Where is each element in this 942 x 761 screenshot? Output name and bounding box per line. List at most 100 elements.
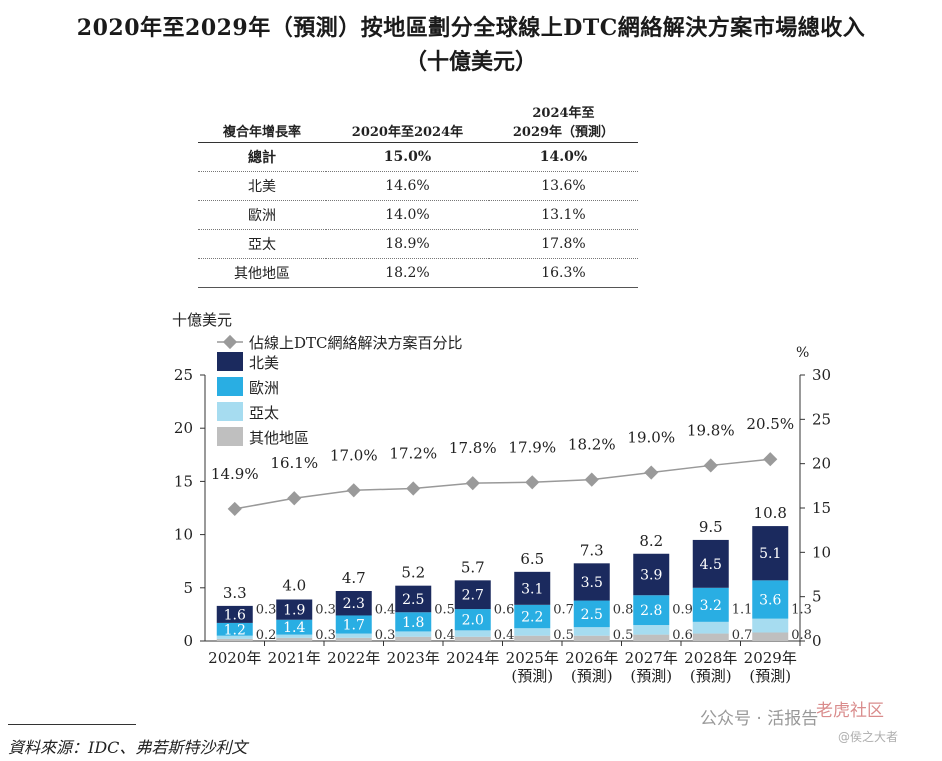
cagr-region: 其他地區: [198, 258, 326, 288]
bar-segment: [395, 636, 432, 641]
percent-label: 14.9%: [211, 465, 259, 483]
percent-label: 17.8%: [449, 439, 497, 457]
watermark: 公众号 · 活报告 老虎社区 @侯之大者: [700, 701, 898, 744]
percent-point: [644, 465, 659, 480]
y2-tick-label: 0: [812, 632, 822, 650]
bar-segment: [692, 633, 729, 641]
chart-title: 2020年至2029年（預測）按地區劃分全球線上DTC網絡解決方案市場總收入: [76, 15, 866, 41]
chart-subtitle-unit: （十億美元）: [404, 49, 537, 75]
cagr-value-2024-2029: 13.1%: [488, 200, 638, 230]
bar-data-label: 0.3: [256, 602, 277, 617]
bar-data-label: 2.8: [640, 603, 662, 619]
bar-data-label: 0.7: [732, 628, 753, 643]
bar-data-label: 5.1: [759, 546, 781, 562]
bar-total-label: 6.5: [520, 550, 544, 568]
bar-segment: [633, 634, 670, 641]
percent-point: [346, 483, 361, 498]
bar-total-label: 9.5: [699, 518, 723, 536]
bar-segment: [752, 526, 789, 581]
cagr-value-2020-2024: 18.9%: [326, 229, 489, 259]
percent-point: [703, 458, 718, 473]
y-tick-label: 5: [183, 579, 193, 597]
x-tick-label: (預測): [690, 667, 732, 685]
bar-segment: [514, 604, 551, 629]
bar-data-label: 3.9: [640, 568, 662, 584]
y2-tick-label: 5: [812, 588, 822, 606]
cagr-header-label: 複合年增長率: [198, 100, 326, 143]
bar-segment: [276, 619, 313, 635]
bar-data-label: 3.5: [581, 575, 603, 591]
bar-segment: [633, 625, 670, 635]
cagr-header-2020-2024: 2020年至2024年: [326, 100, 489, 143]
bar-segment: [276, 637, 313, 641]
bar-total-label: 5.7: [461, 558, 485, 576]
bar-segment: [752, 632, 789, 641]
x-tick-label: (預測): [511, 667, 553, 685]
x-tick-label: 2025年: [506, 649, 559, 667]
watermark-brand: 老虎社区: [816, 701, 884, 721]
y2-tick-label: 15: [812, 499, 831, 517]
bar-total-label: 4.7: [342, 569, 366, 587]
bar-data-label: 0.5: [613, 628, 634, 643]
y-tick-label: 15: [174, 472, 193, 490]
bar-segment: [395, 631, 432, 637]
bar-segment: [633, 553, 670, 596]
percent-label: 16.1%: [270, 454, 318, 472]
bar-data-label: 2.2: [521, 610, 543, 626]
percent-label: 20.5%: [746, 415, 794, 433]
bar-data-label: 2.5: [402, 592, 424, 608]
bar-data-label: 0.8: [613, 602, 634, 617]
percent-point: [584, 472, 599, 487]
x-tick-label: 2029年: [744, 649, 797, 667]
bar-data-label: 1.8: [402, 615, 424, 631]
x-tick-label: (預測): [571, 667, 613, 685]
bar-data-label: 3.1: [521, 581, 543, 597]
bar-segment: [335, 633, 372, 638]
bar-data-label: 0.4: [434, 628, 455, 643]
bar-segment: [395, 612, 432, 632]
x-tick-label: 2023年: [387, 649, 440, 667]
bar-data-label: 0.3: [375, 628, 396, 643]
cagr-value-2020-2024: 14.0%: [326, 200, 489, 230]
bar-data-label: 0.3: [315, 628, 336, 643]
bar-segment: [454, 630, 491, 637]
bar-segment: [692, 621, 729, 634]
x-tick-label: 2027年: [625, 649, 678, 667]
bar-segment: [514, 635, 551, 641]
bar-total-label: 4.0: [282, 576, 306, 594]
x-tick-label: 2020年: [208, 649, 261, 667]
bar-segment: [335, 590, 372, 616]
bar-segment: [454, 580, 491, 610]
bar-data-label: 1.9: [283, 603, 305, 619]
cagr-header-2024-2029-line1: 2024年至: [532, 106, 595, 121]
bar-data-label: 3.6: [759, 593, 781, 609]
percent-label: 17.0%: [330, 446, 378, 464]
legend-label: 佔線上DTC網絡解決方案百分比: [249, 334, 463, 352]
cagr-region: 總計: [198, 142, 326, 172]
cagr-value-2024-2029: 16.3%: [488, 258, 638, 288]
legend-swatch: [217, 377, 243, 396]
bar-data-label: 0.3: [315, 602, 336, 617]
cagr-value-2020-2024: 14.6%: [326, 171, 489, 201]
cagr-region: 北美: [198, 171, 326, 201]
cagr-value-2024-2029: 14.0%: [488, 142, 638, 172]
cagr-row: 亞太 18.9% 17.8%: [198, 229, 638, 259]
bar-segment: [454, 636, 491, 641]
percent-point: [465, 476, 480, 491]
bar-data-label: 1.7: [343, 618, 365, 634]
cagr-row: 歐洲 14.0% 13.1%: [198, 200, 638, 230]
legend-label: 亞太: [249, 404, 279, 422]
legend-swatch: [217, 352, 243, 371]
cagr-value-2024-2029: 13.6%: [488, 171, 638, 201]
y-axis-title: 十億美元: [172, 311, 232, 329]
stacked-bar-chart: 0 5 10 15 20 25 0 5 10 15 20 25 30 十億美元% 2020年 2021年 202…: [172, 311, 831, 685]
bar-data-label: 2.5: [581, 607, 603, 623]
bar-segment: [573, 627, 610, 636]
bar-segment: [454, 609, 491, 631]
bar-segment: [514, 628, 551, 636]
y-tick-label: 20: [174, 419, 193, 437]
legend-label: 北美: [249, 354, 279, 372]
bar-segment: [395, 585, 432, 613]
cagr-value-2020-2024: 15.0%: [326, 142, 489, 172]
percent-label: 17.9%: [508, 438, 556, 456]
